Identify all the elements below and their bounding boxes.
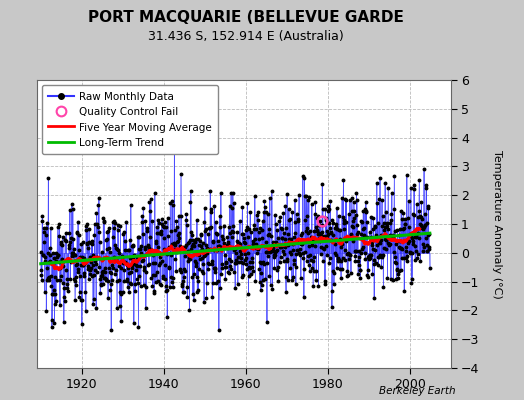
Text: 31.436 S, 152.914 E (Australia): 31.436 S, 152.914 E (Australia)	[148, 30, 344, 43]
Legend: Raw Monthly Data, Quality Control Fail, Five Year Moving Average, Long-Term Tren: Raw Monthly Data, Quality Control Fail, …	[42, 85, 219, 154]
Text: Berkeley Earth: Berkeley Earth	[379, 386, 456, 396]
Text: PORT MACQUARIE (BELLEVUE GARDE: PORT MACQUARIE (BELLEVUE GARDE	[89, 10, 404, 25]
Y-axis label: Temperature Anomaly (°C): Temperature Anomaly (°C)	[492, 150, 501, 298]
